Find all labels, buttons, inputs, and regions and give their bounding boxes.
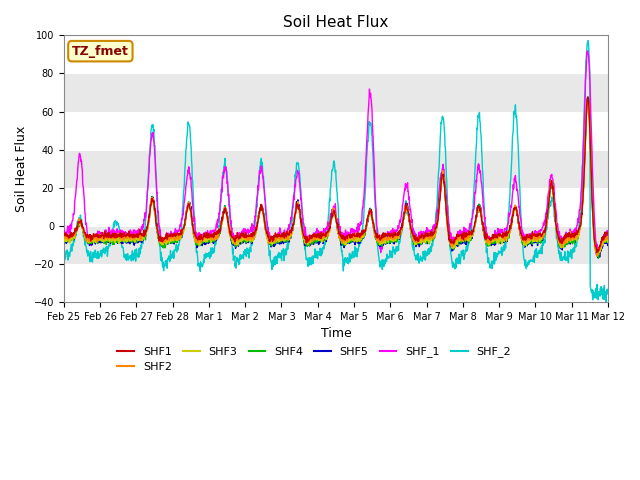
SHF5: [291, 212, 298, 217]
SHF2: [124, 232, 132, 238]
SHF3: [584, 95, 591, 101]
SHF1: [302, 233, 310, 239]
SHF1: [584, 95, 592, 100]
SHF_2: [604, 287, 612, 293]
SHF5: [124, 240, 132, 246]
SHF_1: [584, 48, 591, 54]
SHF4: [302, 241, 310, 247]
Bar: [64, 150, 608, 188]
SHF5: [312, 238, 319, 243]
SHF1: [312, 232, 319, 238]
SHF2: [291, 214, 298, 220]
Bar: [64, 226, 608, 264]
SHF4: [312, 240, 319, 246]
SHF_1: [370, 144, 378, 150]
SHF2: [604, 235, 612, 240]
SHF4: [604, 239, 612, 245]
SHF_2: [312, 253, 319, 259]
SHF4: [60, 239, 68, 244]
SHF_1: [60, 227, 68, 232]
SHF_1: [102, 230, 109, 236]
SHF_1: [604, 229, 612, 235]
SHF3: [124, 237, 132, 243]
SHF1: [593, 250, 600, 255]
SHF1: [102, 233, 109, 239]
Text: TZ_fmet: TZ_fmet: [72, 45, 129, 58]
SHF_2: [370, 166, 378, 172]
Line: SHF4: SHF4: [64, 99, 608, 258]
SHF4: [124, 236, 132, 241]
SHF3: [291, 216, 298, 221]
Line: SHF1: SHF1: [64, 97, 608, 252]
SHF_1: [291, 189, 298, 194]
Line: SHF3: SHF3: [64, 98, 608, 254]
SHF5: [604, 239, 612, 244]
SHF1: [291, 213, 298, 218]
SHF2: [584, 94, 592, 100]
SHF3: [604, 238, 612, 244]
SHF_1: [302, 232, 310, 238]
SHF2: [312, 234, 319, 240]
SHF_2: [124, 256, 132, 262]
SHF1: [60, 232, 68, 238]
Y-axis label: Soil Heat Flux: Soil Heat Flux: [15, 126, 28, 212]
SHF5: [102, 237, 109, 243]
SHF3: [312, 235, 319, 241]
Line: SHF_1: SHF_1: [64, 51, 608, 252]
SHF4: [595, 255, 602, 261]
SHF3: [370, 225, 378, 230]
SHF2: [302, 240, 310, 245]
SHF3: [302, 239, 310, 244]
SHF3: [594, 252, 602, 257]
Legend: SHF1, SHF2, SHF3, SHF4, SHF5, SHF_1, SHF_2: SHF1, SHF2, SHF3, SHF4, SHF5, SHF_1, SHF…: [113, 342, 516, 376]
SHF4: [370, 221, 378, 227]
SHF2: [102, 234, 109, 240]
SHF_1: [312, 231, 319, 237]
SHF4: [102, 236, 109, 241]
Line: SHF5: SHF5: [64, 97, 608, 258]
SHF2: [370, 224, 378, 230]
SHF3: [102, 237, 109, 242]
SHF_2: [102, 244, 109, 250]
SHF_2: [291, 181, 298, 187]
SHF5: [60, 240, 68, 246]
SHF2: [594, 253, 602, 259]
SHF3: [60, 239, 68, 245]
SHF5: [584, 94, 591, 100]
X-axis label: Time: Time: [321, 327, 351, 340]
SHF_2: [584, 38, 592, 44]
SHF5: [370, 225, 378, 231]
SHF5: [595, 255, 602, 261]
Line: SHF_2: SHF_2: [64, 41, 608, 303]
SHF1: [604, 232, 612, 238]
SHF1: [124, 230, 132, 236]
SHF_1: [124, 239, 132, 245]
SHF4: [291, 214, 298, 219]
Bar: [64, 73, 608, 111]
SHF1: [370, 220, 378, 226]
SHF4: [584, 96, 592, 102]
SHF_1: [377, 250, 385, 255]
SHF_2: [302, 253, 310, 259]
SHF5: [302, 242, 310, 248]
SHF_2: [60, 249, 68, 255]
SHF2: [60, 233, 68, 239]
Line: SHF2: SHF2: [64, 97, 608, 256]
Title: Soil Heat Flux: Soil Heat Flux: [284, 15, 388, 30]
SHF_2: [602, 300, 610, 306]
